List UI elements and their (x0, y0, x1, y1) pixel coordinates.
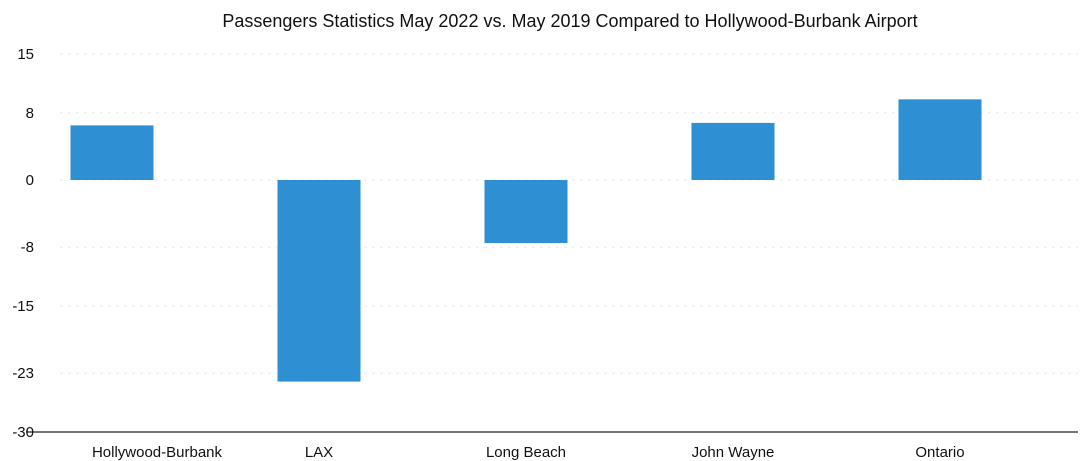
x-category-label: Hollywood-Burbank (92, 444, 223, 461)
y-tick-label: -15 (12, 298, 34, 315)
bar-long-beach (484, 180, 568, 243)
bar-john-wayne (691, 122, 775, 180)
y-tick-label: 0 (26, 172, 34, 189)
x-category-label: LAX (305, 444, 333, 461)
x-axis-labels: Hollywood-Burbank LAX Long Beach John Wayne… (92, 444, 965, 461)
y-tick-label: -30 (12, 424, 34, 441)
x-category-label: Long Beach (486, 444, 566, 461)
bar-ontario (898, 99, 982, 180)
y-tick-label: 15 (17, 46, 34, 63)
bar-lax (277, 180, 361, 382)
x-category-label: Ontario (915, 444, 964, 461)
y-axis-ticks: 15 8 0 -8 -15 -23 -30 (12, 46, 34, 441)
bars-layer (70, 99, 982, 382)
chart-title: Passengers Statistics May 2022 vs. May 2… (222, 11, 917, 31)
y-tick-label: -8 (21, 239, 34, 256)
y-tick-label: -23 (12, 365, 34, 382)
bar-hollywood-burbank (70, 125, 154, 180)
x-category-label: John Wayne (692, 444, 775, 461)
y-tick-label: 8 (26, 105, 34, 122)
